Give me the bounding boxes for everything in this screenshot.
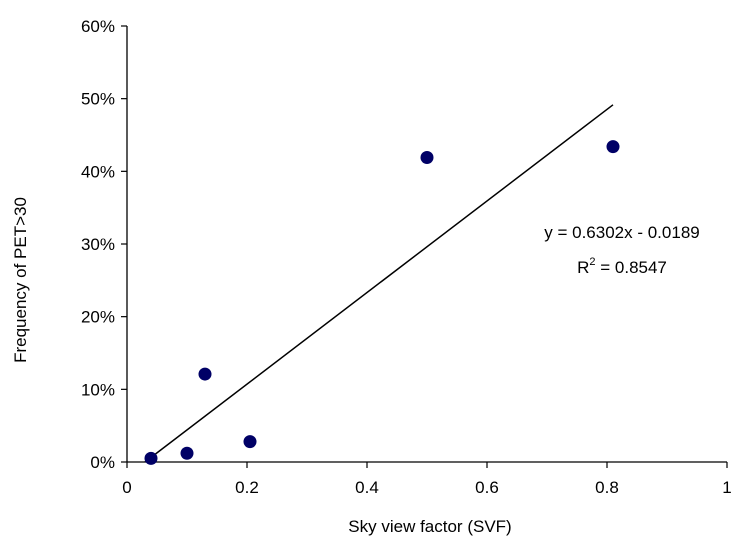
data-points	[144, 140, 620, 465]
x-tick-label: 0.2	[235, 478, 259, 497]
x-axis-title: Sky view factor (SVF)	[348, 517, 511, 536]
y-tick-label: 0%	[90, 453, 115, 472]
data-point	[180, 446, 194, 460]
data-point	[606, 140, 620, 154]
x-axis-ticks: 0 0.2 0.4 0.6 0.8 1	[122, 462, 732, 497]
data-point	[144, 451, 158, 465]
y-tick-label: 30%	[81, 235, 115, 254]
axes	[126, 26, 727, 463]
x-tick-label: 0.4	[355, 478, 379, 497]
r-squared-superscript: 2	[589, 256, 595, 268]
y-tick-label: 40%	[81, 162, 115, 181]
y-tick-label: 50%	[81, 90, 115, 109]
y-tick-label: 10%	[81, 380, 115, 399]
trendline-group	[144, 104, 614, 463]
x-tick-label: 1	[722, 478, 731, 497]
x-tick-label: 0.8	[595, 478, 619, 497]
data-point	[420, 151, 434, 165]
y-axis-title: Frequency of PET>30	[11, 197, 30, 363]
data-point	[198, 367, 212, 381]
x-tick-label: 0.6	[475, 478, 499, 497]
y-tick-label: 60%	[81, 17, 115, 36]
r-squared-label: R2 = 0.8547	[577, 256, 667, 277]
x-tick-label: 0	[122, 478, 131, 497]
data-point	[243, 435, 257, 449]
r-squared-prefix: R	[577, 258, 589, 277]
trendline-equation: y = 0.6302x - 0.0189	[544, 223, 699, 242]
y-tick-label: 20%	[81, 308, 115, 327]
y-axis-ticks: 0% 10% 20% 30% 40% 50% 60%	[81, 17, 127, 472]
trendline	[144, 104, 614, 463]
r-squared-value: = 0.8547	[596, 258, 667, 277]
